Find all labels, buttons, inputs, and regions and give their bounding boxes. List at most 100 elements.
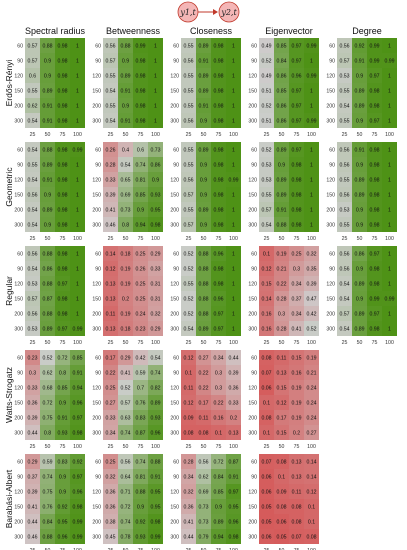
- cell-value-label: 0.91: [150, 474, 160, 480]
- heatmap-cell: [181, 365, 196, 380]
- column-title: Closeness: [190, 26, 233, 36]
- heatmap-cell: [55, 38, 70, 53]
- cell-value-label: 0.98: [72, 504, 82, 510]
- cell-value-label: 0.05: [261, 519, 271, 525]
- heatmap-cell: [148, 246, 163, 261]
- heatmap-cell: [211, 395, 226, 410]
- cell-value-label: 0.98: [213, 147, 223, 153]
- cell-value-label: 0.55: [183, 147, 193, 153]
- cell-value-label: 0.98: [57, 296, 67, 302]
- cell-value-label: 0.86: [354, 251, 364, 257]
- heatmap-cell: [70, 217, 85, 232]
- heatmap-cell: [118, 291, 133, 306]
- heatmap-cell: [40, 380, 55, 395]
- cell-value-label: 0.96: [213, 251, 223, 257]
- heatmap-cell: [55, 68, 70, 83]
- cell-value-label: 0.12: [306, 489, 316, 495]
- heatmap-cell: [55, 306, 70, 321]
- y-tick-label: 300: [170, 118, 179, 124]
- cell-value-label: 0.32: [306, 251, 316, 257]
- heatmap-cell: [337, 276, 352, 291]
- heatmap-cell: [274, 202, 289, 217]
- cell-value-label: 0.86: [276, 118, 286, 124]
- heatmap-cell: [289, 187, 304, 202]
- cell-value-label: 0.9: [59, 474, 66, 480]
- y-tick-label: 90: [251, 58, 257, 64]
- heatmap-cell: [181, 276, 196, 291]
- cell-value-label: 0.98: [369, 177, 379, 183]
- heatmap-cell: [181, 217, 196, 232]
- y-tick-label: 300: [248, 326, 257, 332]
- heatmap-cell: [304, 38, 319, 53]
- cell-value-label: 0.96: [57, 534, 67, 540]
- cell-value-label: 0.33: [105, 177, 115, 183]
- cell-value-label: 1: [388, 192, 391, 198]
- cell-value-label: 0.89: [354, 88, 364, 94]
- cell-value-label: 0.22: [198, 385, 208, 391]
- heatmap-cell: [40, 365, 55, 380]
- heatmap-cell: [55, 276, 70, 291]
- cell-value-label: 0.36: [105, 489, 115, 495]
- heatmap-cell: [133, 187, 148, 202]
- y-tick-label: 60: [251, 147, 257, 153]
- panels: 0.57 0.88 0.98 1 0.57 0.9 0.98 1 0.6 0.9 0.98 1 0.55…: [14, 38, 397, 550]
- cell-value-label: 0.53: [27, 326, 37, 332]
- y-tick-label: 60: [95, 251, 101, 257]
- y-tick-label: 60: [95, 147, 101, 153]
- heatmap-cell: [148, 454, 163, 469]
- cell-value-label: 1: [232, 251, 235, 257]
- y-tick-label: 300: [326, 118, 335, 124]
- heatmap-cell: [289, 514, 304, 529]
- heatmap-cell: [226, 380, 241, 395]
- heatmap-cell: [367, 187, 382, 202]
- cell-value-label: 0.62: [42, 370, 52, 376]
- heatmap-cell: [70, 53, 85, 68]
- heatmap-cell: [25, 187, 40, 202]
- cell-value-label: 0.88: [120, 43, 130, 49]
- heatmap-cell: [211, 380, 226, 395]
- x-tick-label: 75: [60, 132, 66, 138]
- y-tick-label: 200: [248, 311, 257, 317]
- cell-value-label: 0.93: [135, 534, 145, 540]
- y-tick-label: 60: [251, 355, 257, 361]
- cell-value-label: 0.9: [200, 162, 207, 168]
- heatmap-cell: [337, 291, 352, 306]
- heatmap-cell: [181, 83, 196, 98]
- heatmap-cell: [226, 113, 241, 128]
- y-tick-label: 300: [326, 326, 335, 332]
- heatmap-cell: [181, 410, 196, 425]
- heatmap-cell: [382, 217, 397, 232]
- heatmap-cell: [103, 454, 118, 469]
- cell-value-label: 0.74: [42, 474, 52, 480]
- heatmap-cell: [226, 425, 241, 440]
- cell-value-label: 0.13: [276, 370, 286, 376]
- heatmap-cell: [148, 113, 163, 128]
- heatmap-cell: [259, 469, 274, 484]
- heatmap-cell: [352, 172, 367, 187]
- heatmap-cell: [133, 514, 148, 529]
- heatmap-cell: [352, 187, 367, 202]
- heatmap-cell: [118, 38, 133, 53]
- heatmap-cell: [367, 98, 382, 113]
- cell-value-label: 0.99: [369, 43, 379, 49]
- heatmap-cell: [304, 395, 319, 410]
- x-tick-label: 75: [372, 340, 378, 346]
- cell-value-label: 0.85: [72, 355, 82, 361]
- cell-value-label: 1: [154, 118, 157, 124]
- x-tick-label: 50: [201, 132, 207, 138]
- cell-value-label: 0.2: [230, 415, 237, 421]
- y-tick-label: 120: [170, 385, 179, 391]
- heatmap-cell: [25, 172, 40, 187]
- cell-value-label: 0.37: [291, 296, 301, 302]
- heatmap-cell: [70, 291, 85, 306]
- cell-value-label: 0.97: [291, 147, 301, 153]
- x-tick-label: 25: [186, 236, 192, 242]
- heatmap-cell: [25, 202, 40, 217]
- heatmap-cell: [133, 469, 148, 484]
- cell-value-label: 0.93: [150, 192, 160, 198]
- cell-value-label: 0.86: [42, 266, 52, 272]
- cell-value-label: 0.16: [261, 326, 271, 332]
- heatmap-cell: [382, 53, 397, 68]
- heatmap-cell: [226, 172, 241, 187]
- y-tick-label: 60: [251, 43, 257, 49]
